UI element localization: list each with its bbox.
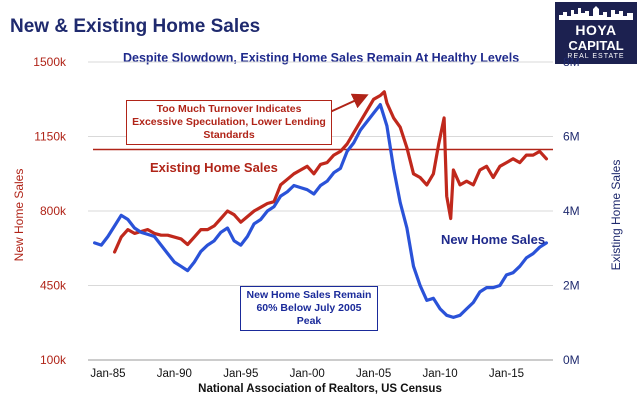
existing-home-sales-line — [112, 90, 549, 254]
source-note: National Association of Realtors, US Cen… — [198, 383, 442, 395]
hoya-capital-logo: HOYA CAPITAL REAL ESTATE — [555, 2, 637, 64]
logo-line-2: CAPITAL — [568, 38, 624, 53]
logo-line-3: REAL ESTATE — [567, 53, 625, 60]
y-left-tick-label: 450k — [40, 279, 67, 293]
annotation-speculation: Too Much Turnover Indicates Excessive Sp… — [126, 100, 332, 145]
x-tick-label: Jan-15 — [489, 368, 524, 380]
y-right-tick-label: 8M — [563, 55, 580, 69]
logo-line-1: HOYA — [575, 22, 617, 38]
x-tick-label: Jan-05 — [356, 368, 391, 380]
x-tick-label: Jan-00 — [290, 368, 325, 380]
new-home-sales-line — [92, 102, 549, 319]
x-tick-label: Jan-10 — [422, 368, 457, 380]
y-left-tick-label: 1500k — [33, 55, 67, 69]
y-right-tick-label: 2M — [563, 279, 580, 293]
y-left-tick-label: 800k — [40, 204, 67, 218]
y-axis-right-label: Existing Home Sales — [609, 159, 623, 271]
y-left-tick-label: 1150k — [34, 130, 67, 144]
y-right-tick-label: 6M — [563, 130, 580, 144]
y-right-tick-label: 4M — [563, 204, 580, 218]
annotation-arrow — [329, 93, 369, 113]
new-home-sales-label: New Home Sales — [441, 232, 546, 247]
chart-title: New & Existing Home Sales — [10, 16, 261, 37]
existing-home-sales-label: Existing Home Sales — [150, 160, 278, 175]
y-axis-left-label: New Home Sales — [12, 168, 26, 262]
x-tick-label: Jan-85 — [90, 368, 125, 380]
x-tick-label: Jan-90 — [157, 368, 192, 380]
annotation-new-home-peak: New Home Sales Remain 60% Below July 200… — [240, 286, 378, 331]
y-left-tick-label: 100k — [40, 353, 67, 367]
skyline-icon — [559, 6, 633, 20]
y-right-tick-label: 0M — [563, 353, 580, 367]
x-tick-label: Jan-95 — [223, 368, 258, 380]
